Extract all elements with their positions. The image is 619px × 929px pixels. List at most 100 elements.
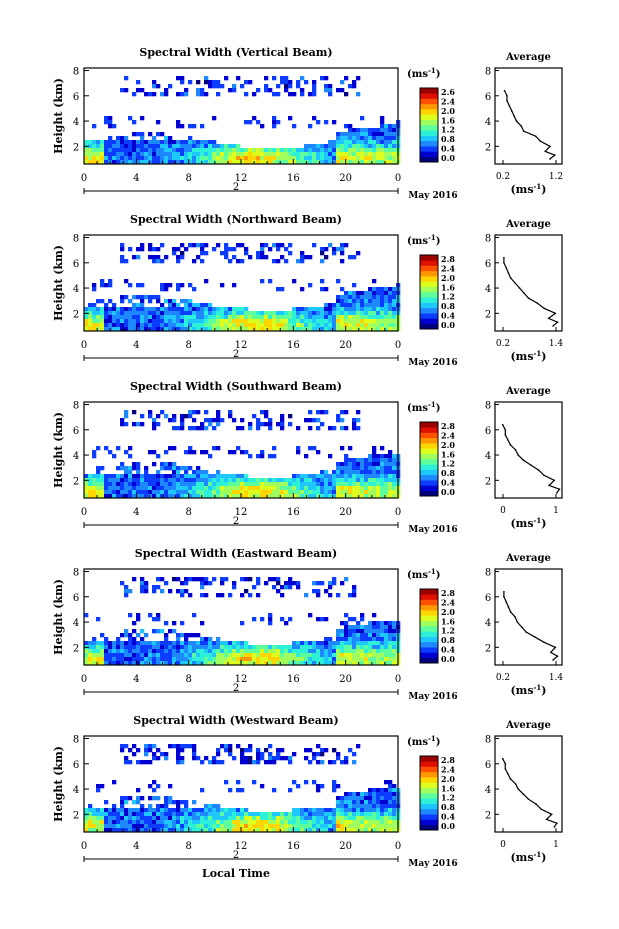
heatmap-cell (148, 307, 153, 312)
heatmap-cell (204, 323, 209, 328)
heatmap-cell (212, 641, 217, 646)
average-x-tick-label: 0 (500, 506, 506, 516)
heatmap-cell (320, 287, 325, 292)
heatmap-cell (308, 283, 313, 288)
average-profile-point (520, 125, 523, 127)
heatmap-cell (168, 478, 173, 483)
heatmap-cell (260, 653, 265, 658)
heatmap-cell (368, 653, 373, 658)
heatmap-cell (304, 748, 309, 753)
average-title: Average (505, 52, 551, 63)
heatmap-cell (128, 466, 133, 471)
heatmap-cell (208, 303, 213, 308)
heatmap-cell (360, 458, 365, 463)
heatmap-cell (380, 462, 385, 467)
heatmap-cell (308, 426, 313, 431)
heatmap-cell (384, 653, 389, 658)
heatmap-cell (232, 450, 237, 455)
heatmap-cell (252, 486, 257, 491)
heatmap-cell (244, 756, 249, 761)
heatmap-cell (188, 156, 193, 161)
heatmap-cell (92, 474, 97, 479)
heatmap-cell (252, 414, 257, 419)
heatmap-cell (244, 641, 249, 646)
heatmap-cell (344, 629, 349, 634)
heatmap-cell (192, 307, 197, 312)
heatmap-cell (180, 255, 185, 260)
heatmap-cell (188, 283, 193, 288)
average-profile-line (503, 591, 559, 661)
average-profile-point (544, 150, 547, 153)
heatmap-cell (164, 752, 169, 757)
heatmap-cell (344, 621, 349, 626)
y-tick-label: 6 (73, 92, 79, 103)
heatmap-cell (224, 641, 229, 646)
heatmap-cell (172, 319, 177, 324)
heatmap-cell (276, 327, 281, 332)
heatmap-cell (116, 160, 121, 165)
heatmap-cell (284, 152, 289, 157)
heatmap-cell (336, 156, 341, 161)
heatmap-cell (264, 748, 269, 753)
chart-title: Spectral Width (Westward Beam) (133, 714, 338, 727)
heatmap-cell (372, 152, 377, 157)
heatmap-cell (236, 494, 241, 499)
heatmap-cell (128, 144, 133, 149)
heatmap-cell (244, 92, 249, 97)
heatmap-cell (376, 820, 381, 825)
heatmap-cell (240, 808, 245, 813)
heatmap-cell (348, 804, 353, 809)
heatmap-cell (260, 820, 265, 825)
heatmap-cell (204, 808, 209, 813)
heatmap-cell (120, 748, 125, 753)
heatmap-cell (156, 156, 161, 161)
heatmap-cell (160, 283, 165, 288)
heatmap-cell (232, 756, 237, 761)
heatmap-cell (156, 255, 161, 260)
heatmap-cell (128, 116, 133, 121)
heatmap-cell (244, 307, 249, 312)
heatmap-cell (172, 414, 177, 419)
heatmap-cell (348, 641, 353, 646)
heatmap-cell (232, 486, 237, 491)
heatmap-cell (388, 653, 393, 658)
heatmap-cell (100, 140, 105, 145)
heatmap-cell (172, 311, 177, 316)
heatmap-cell (252, 323, 257, 328)
colorbar-segment (420, 270, 438, 277)
average-profile-point (540, 808, 543, 811)
heatmap-cell (348, 311, 353, 316)
heatmap-cell (276, 657, 281, 662)
heatmap-cell (308, 613, 313, 618)
heatmap-cell (220, 315, 225, 320)
heatmap-cell (220, 490, 225, 495)
heatmap-cell (196, 140, 201, 145)
heatmap-cell (88, 474, 93, 479)
heatmap-cell (224, 661, 229, 666)
heatmap-cell (264, 160, 269, 165)
heatmap-cell (360, 482, 365, 487)
heatmap-cell (136, 160, 141, 165)
heatmap-cell (248, 760, 253, 765)
heatmap-cell (280, 812, 285, 817)
heatmap-cell (168, 466, 173, 471)
heatmap-cell (332, 788, 337, 793)
heatmap-cell (296, 653, 301, 658)
heatmap-cell (216, 148, 221, 153)
heatmap-cell (136, 800, 141, 805)
heatmap-cell (192, 828, 197, 833)
heatmap-cell (324, 410, 329, 415)
heatmap-cell (192, 645, 197, 650)
heatmap-cell (368, 820, 373, 825)
heatmap-cell (288, 482, 293, 487)
heatmap-cell (316, 144, 321, 149)
heatmap-cell (128, 323, 133, 328)
heatmap-cell (180, 283, 185, 288)
heatmap-cell (360, 140, 365, 145)
average-profile-line (502, 758, 558, 828)
heatmap-cell (356, 792, 361, 797)
heatmap-cell (344, 816, 349, 821)
heatmap-cell (84, 808, 89, 813)
heatmap-cell (200, 140, 205, 145)
heatmap-cell (384, 295, 389, 300)
